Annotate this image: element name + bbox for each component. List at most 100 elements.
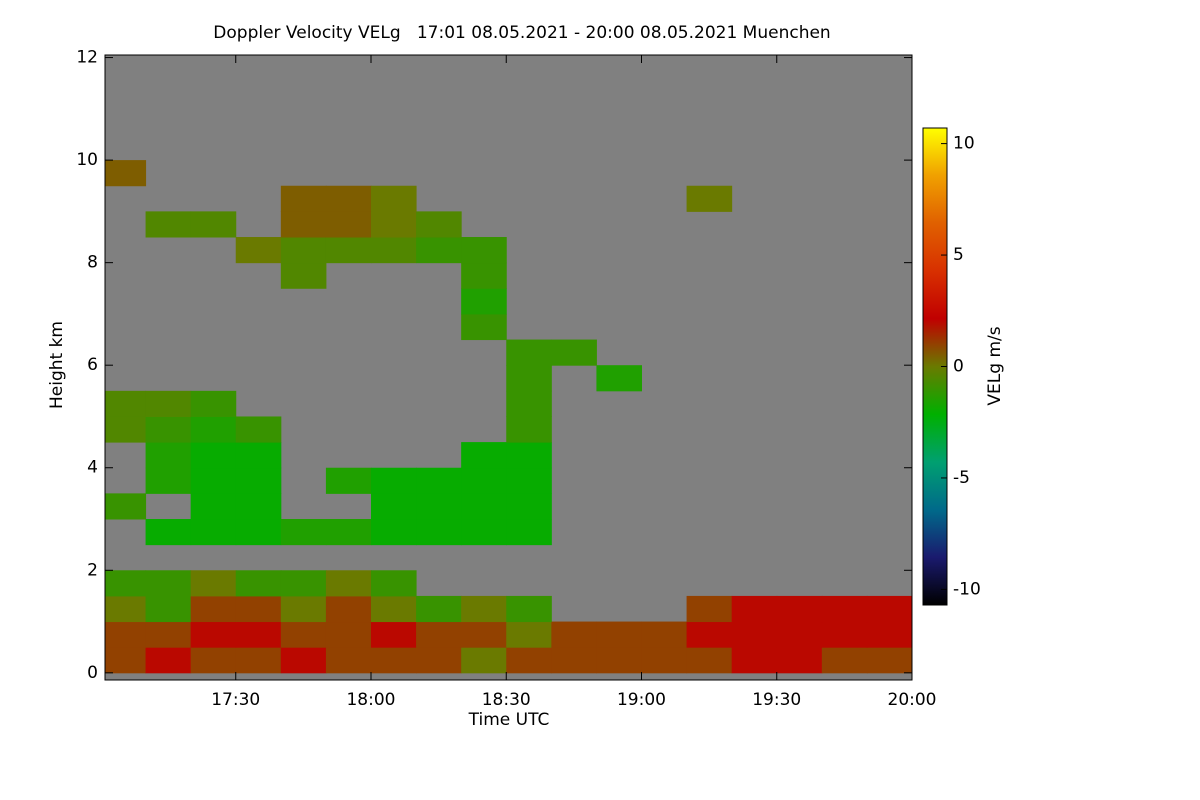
heatmap-cell <box>370 570 417 597</box>
heatmap-cell <box>686 621 733 648</box>
heatmap-cell <box>370 647 417 674</box>
heatmap-cell <box>105 570 147 597</box>
heatmap-cell <box>325 185 372 212</box>
heatmap-cell <box>190 493 237 520</box>
heatmap-cell <box>731 595 778 623</box>
colorbar-tick-label: 0 <box>953 357 964 377</box>
heatmap-cell <box>235 647 282 674</box>
heatmap-cell <box>280 647 327 674</box>
heatmap-cell <box>370 493 417 520</box>
heatmap-cell <box>370 237 417 264</box>
heatmap-cell <box>145 570 192 597</box>
heatmap-cell <box>821 647 868 674</box>
heatmap-cell <box>461 467 507 494</box>
heatmap-cell <box>325 211 372 238</box>
y-tick-label: 4 <box>87 458 98 478</box>
heatmap-cell <box>105 390 147 417</box>
heatmap-cell <box>325 467 372 494</box>
heatmap-cell <box>731 647 778 674</box>
heatmap-cell <box>866 647 912 674</box>
x-tick-label: 19:00 <box>617 690 666 710</box>
heatmap-cell <box>506 647 552 674</box>
y-tick-label: 8 <box>87 253 98 273</box>
x-tick-label: 20:00 <box>888 690 937 710</box>
heatmap-cell <box>596 647 642 674</box>
y-axis-label: Height km <box>47 321 67 409</box>
heatmap-cell <box>105 160 147 187</box>
heatmap-cell <box>235 570 282 597</box>
heatmap-cell <box>461 237 507 264</box>
heatmap-cell <box>596 621 642 648</box>
y-tick-label: 0 <box>87 663 98 683</box>
heatmap-cell <box>235 493 282 520</box>
heatmap-cell <box>416 467 462 494</box>
heatmap-cell <box>461 442 507 469</box>
heatmap-cell <box>416 211 462 238</box>
heatmap-cell <box>145 647 192 674</box>
heatmap-cell <box>686 595 733 623</box>
heatmap-cell <box>190 416 237 443</box>
heatmap-cell <box>461 313 507 341</box>
y-tick-label: 2 <box>87 560 98 580</box>
heatmap-cell <box>686 647 733 674</box>
heatmap-cell <box>551 621 597 648</box>
chart-title: Doppler Velocity VELg 17:01 08.05.2021 -… <box>213 23 830 43</box>
heatmap-cell <box>506 621 552 648</box>
heatmap-cell <box>506 519 552 546</box>
heatmap-cell <box>461 262 507 289</box>
heatmap-cell <box>506 390 552 417</box>
heatmap-cell <box>280 570 327 597</box>
heatmap-cell <box>506 365 552 392</box>
heatmap-cell <box>370 519 417 546</box>
heatmap-cell <box>461 493 507 520</box>
heatmap-cell <box>686 185 733 212</box>
heatmap-cell <box>461 595 507 623</box>
heatmap-cell <box>416 519 462 546</box>
heatmap-cell <box>190 211 237 238</box>
heatmap-cell <box>325 647 372 674</box>
heatmap-cell <box>190 390 237 417</box>
heatmap-cell <box>776 647 823 674</box>
x-tick-label: 17:30 <box>211 690 260 710</box>
heatmap-cell <box>190 647 237 674</box>
heatmap-cell <box>551 339 597 366</box>
heatmap-cell <box>461 621 507 648</box>
heatmap-cell <box>325 621 372 648</box>
heatmap-cell <box>145 390 192 417</box>
heatmap-cell <box>145 467 192 494</box>
heatmap-cell <box>325 237 372 264</box>
heatmap-cell <box>280 237 327 264</box>
heatmap-cell <box>145 621 192 648</box>
heatmap-cell <box>370 621 417 648</box>
heatmap-cell <box>325 570 372 597</box>
heatmap-cell <box>235 237 282 264</box>
colorbar-tick-label: -5 <box>953 468 970 488</box>
heatmap-cell <box>776 595 823 623</box>
heatmap-cell <box>641 647 688 674</box>
heatmap-cell <box>190 519 237 546</box>
heatmap-cell <box>235 595 282 623</box>
heatmap-cell <box>370 211 417 238</box>
heatmap-cell <box>235 442 282 469</box>
heatmap-cell <box>325 595 372 623</box>
heatmap-cell <box>145 442 192 469</box>
heatmap-cell <box>190 595 237 623</box>
heatmap-cell <box>145 519 192 546</box>
heatmap-cell <box>506 442 552 469</box>
heatmap-cell <box>596 365 642 392</box>
heatmap-cell <box>280 185 327 212</box>
heatmap <box>105 160 912 674</box>
x-tick-label: 18:00 <box>346 690 395 710</box>
heatmap-cell <box>461 288 507 315</box>
heatmap-cell <box>105 595 147 623</box>
plot-frame <box>104 54 913 681</box>
heatmap-cell <box>821 595 868 623</box>
heatmap-cell <box>280 621 327 648</box>
heatmap-cell <box>416 647 462 674</box>
y-tick-label: 10 <box>76 150 98 170</box>
heatmap-cell <box>235 416 282 443</box>
y-tick-label: 6 <box>87 355 98 375</box>
heatmap-cell <box>866 595 912 623</box>
colorbar-tick-label: 5 <box>953 245 964 265</box>
